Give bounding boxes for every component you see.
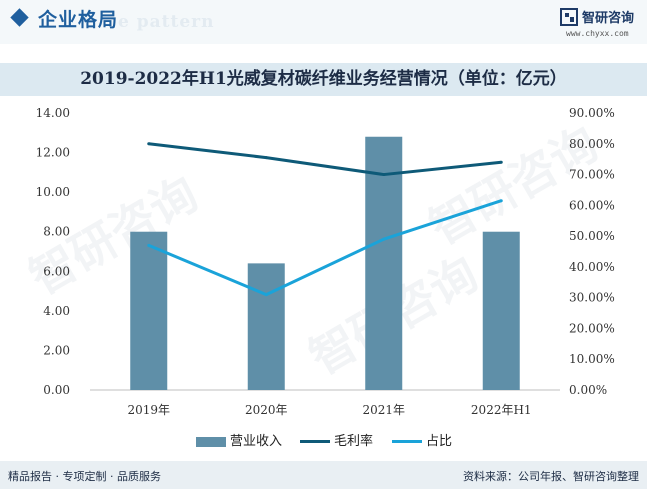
legend-swatch-gross-margin: [300, 440, 330, 443]
y-right-tick-label: 40.00%: [569, 260, 615, 274]
footer-source: 资料来源：公司年报、智研咨询整理: [463, 470, 639, 483]
y-right-tick-label: 10.00%: [569, 352, 615, 366]
bar-2: [247, 263, 285, 390]
legend-item-share: 占比: [392, 430, 453, 449]
y-right-tick-label: 20.00%: [569, 321, 615, 335]
series-1-point: [264, 156, 268, 160]
y-left-tick-label: 12.00: [36, 146, 70, 160]
x-tick-label: 2020年: [245, 403, 288, 417]
header-ghost-text: e pattern: [118, 12, 215, 32]
y-left-tick-label: 2.00: [43, 343, 70, 357]
legend-label-share: 占比: [426, 434, 453, 449]
footer-tagline: 精品报告 · 专项定制 · 品质服务: [8, 470, 161, 483]
legend-swatch-share: [392, 440, 422, 443]
y-right-tick-label: 0.00%: [569, 383, 607, 397]
series-2-point: [499, 199, 503, 203]
y-right-tick-label: 60.00%: [569, 198, 615, 212]
section-title: 企业格局: [38, 9, 119, 31]
x-tick-label: 2021年: [362, 403, 405, 417]
bar-4: [482, 231, 520, 390]
chart-area: 0.00 2.00 4.00 6.00 8.00 10.00 12.00 14.00 0.00%…: [36, 106, 615, 417]
y-left-tick-label: 14.00: [36, 106, 70, 120]
y-left-tick-label: 0.00: [43, 383, 70, 397]
legend-label-gross-margin: 毛利率: [334, 434, 374, 449]
legend-swatch-revenue: [196, 436, 226, 447]
y-right-tick-label: 50.00%: [569, 229, 615, 243]
y-left-tick-label: 4.00: [43, 304, 70, 318]
series-line-2: [148, 199, 502, 297]
series-2-point: [264, 293, 268, 297]
y-right-tick-label: 70.00%: [569, 168, 615, 182]
x-tick-label: 2019年: [127, 403, 170, 417]
y-left-tick-label: 6.00: [43, 264, 70, 278]
x-tick-label: 2022年H1: [471, 403, 532, 417]
legend-item-revenue: 营业收入: [196, 430, 283, 449]
header-bar: e pattern 企业格局 智研咨询 www.chyxx.com: [0, 0, 647, 44]
legend: 营业收入 毛利率 占比: [0, 430, 647, 449]
legend-label-revenue: 营业收入: [230, 434, 283, 449]
y-right-tick-label: 90.00%: [569, 106, 615, 120]
series-1-point: [382, 173, 386, 177]
y-left-tick-label: 10.00: [36, 185, 70, 199]
brand-logo-icon: [560, 8, 578, 26]
chart-title-band: 2019-2022年H1光威复材碳纤维业务经营情况（单位：亿元）: [0, 63, 647, 96]
brand-url: www.chyxx.com: [566, 29, 629, 38]
legend-item-gross-margin: 毛利率: [300, 430, 374, 449]
series-1-point: [499, 160, 503, 164]
bar-3: [365, 136, 403, 390]
y-right-tick-label: 80.00%: [569, 137, 615, 151]
series-1-point: [147, 142, 151, 146]
bar-1: [130, 231, 168, 390]
y-right-tick-label: 30.00%: [569, 291, 615, 305]
chart-title: 2019-2022年H1光威复材碳纤维业务经营情况（单位：亿元）: [80, 69, 567, 89]
y-left-tick-label: 8.00: [43, 225, 70, 239]
series-2-point: [382, 237, 386, 241]
series-line-1: [148, 142, 502, 177]
brand-name: 智研咨询: [582, 11, 635, 26]
series-2-point: [147, 243, 151, 247]
footer-bar: 精品报告 · 专项定制 · 品质服务 资料来源：公司年报、智研咨询整理: [0, 461, 647, 489]
